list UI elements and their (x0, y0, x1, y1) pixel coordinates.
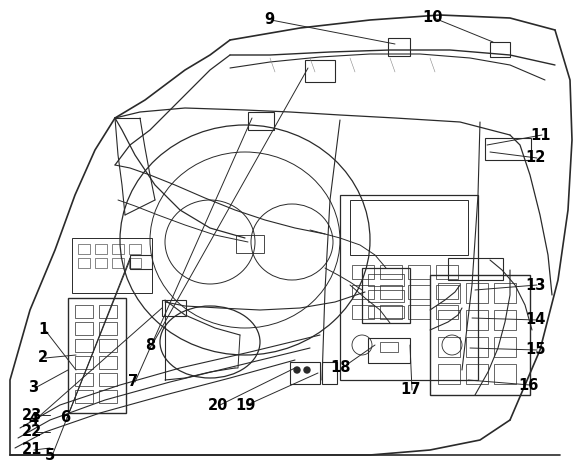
Bar (466, 283, 488, 303)
Bar (99, 339, 117, 352)
Bar (436, 305, 458, 319)
Text: 23: 23 (22, 407, 42, 423)
Bar (368, 290, 404, 302)
Text: 12: 12 (525, 150, 545, 165)
Bar (75, 322, 93, 335)
Bar (485, 138, 531, 160)
Circle shape (304, 367, 310, 373)
Bar (408, 305, 430, 319)
Bar (436, 265, 458, 279)
Bar (350, 200, 468, 255)
Bar (380, 305, 402, 319)
Text: 15: 15 (525, 343, 545, 358)
Bar (362, 268, 410, 323)
Bar (436, 285, 458, 299)
Bar (78, 258, 90, 268)
Bar (408, 285, 430, 299)
Bar (129, 244, 141, 254)
Bar (438, 310, 460, 330)
Bar (438, 337, 460, 357)
Bar (95, 244, 107, 254)
Bar (129, 258, 141, 268)
Bar (99, 322, 117, 335)
Text: 4: 4 (28, 413, 38, 428)
Bar (236, 235, 264, 253)
Text: 1: 1 (38, 322, 48, 337)
Bar (305, 60, 335, 82)
Text: 10: 10 (422, 10, 442, 25)
Bar (466, 310, 488, 330)
Text: 11: 11 (530, 127, 551, 142)
Bar (95, 258, 107, 268)
Bar (368, 306, 404, 318)
Bar (75, 390, 93, 403)
Bar (352, 285, 374, 299)
Bar (388, 38, 410, 56)
Bar (290, 362, 320, 384)
Text: 18: 18 (330, 360, 351, 376)
Bar (438, 283, 460, 303)
Text: 8: 8 (145, 337, 156, 352)
Text: 2: 2 (38, 351, 48, 366)
Bar (72, 238, 152, 293)
Bar (494, 364, 516, 384)
Bar (78, 244, 90, 254)
Bar (75, 373, 93, 386)
Bar (466, 337, 488, 357)
Bar (340, 195, 478, 380)
Text: 17: 17 (400, 383, 420, 398)
Text: 13: 13 (525, 277, 545, 292)
Text: 5: 5 (45, 448, 55, 463)
Bar (380, 265, 402, 279)
Bar (99, 390, 117, 403)
Bar (68, 298, 126, 413)
Bar (112, 258, 124, 268)
Text: 21: 21 (22, 442, 43, 457)
Text: 20: 20 (208, 398, 228, 413)
Bar (494, 283, 516, 303)
Bar (494, 310, 516, 330)
Bar (380, 285, 402, 299)
Bar (466, 364, 488, 384)
Bar (99, 356, 117, 369)
Bar (162, 300, 186, 316)
Bar (112, 244, 124, 254)
Bar (248, 112, 274, 130)
Bar (430, 275, 530, 395)
Bar (75, 339, 93, 352)
Bar (490, 42, 510, 57)
Text: 7: 7 (128, 375, 138, 390)
Bar (380, 342, 398, 352)
Bar (352, 305, 374, 319)
Text: 22: 22 (22, 424, 42, 439)
Bar (99, 373, 117, 386)
Bar (448, 258, 503, 280)
Bar (75, 305, 93, 318)
Bar (75, 356, 93, 369)
Bar (99, 305, 117, 318)
Bar (352, 265, 374, 279)
Text: 6: 6 (60, 410, 70, 425)
Circle shape (294, 367, 300, 373)
Text: 19: 19 (235, 398, 255, 413)
Bar (130, 255, 152, 269)
Text: 14: 14 (525, 313, 545, 328)
Text: 3: 3 (28, 381, 38, 395)
Bar (438, 364, 460, 384)
Bar (368, 338, 410, 363)
Bar (494, 337, 516, 357)
Bar (322, 362, 337, 384)
Text: 9: 9 (264, 13, 274, 28)
Text: 16: 16 (518, 377, 539, 392)
Bar (368, 274, 404, 286)
Bar (408, 265, 430, 279)
